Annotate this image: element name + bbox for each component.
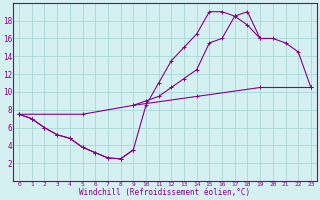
X-axis label: Windchill (Refroidissement éolien,°C): Windchill (Refroidissement éolien,°C) [79, 188, 251, 197]
